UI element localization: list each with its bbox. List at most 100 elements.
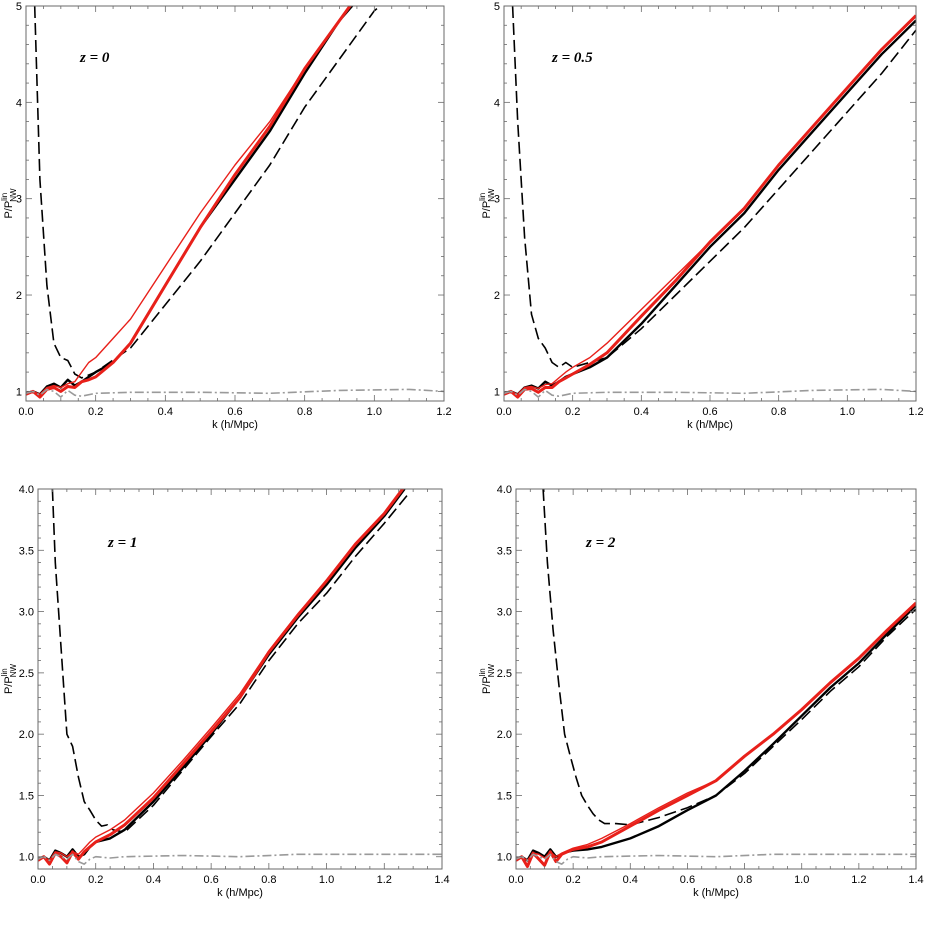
y-tick-label: 1.0 (19, 852, 34, 864)
series-line-dashed-black (51, 489, 409, 834)
series-line-thin-red (504, 15, 916, 395)
x-tick-label: 0.2 (88, 874, 103, 886)
x-tick-label: 0.4 (146, 874, 161, 886)
x-axis-label: k (h/Mpc) (217, 887, 263, 899)
x-tick-label: 0.4 (634, 406, 649, 418)
y-tick-label: 2 (494, 290, 500, 302)
y-axis-label: P/PlinNW (478, 188, 496, 219)
y-tick-label: 3.0 (19, 607, 34, 619)
x-tick-label: 1.2 (436, 406, 451, 418)
series-group (504, 6, 916, 399)
x-tick-label: 1.2 (851, 874, 866, 886)
y-tick-label: 2.0 (19, 729, 34, 741)
x-tick-label: 0.0 (508, 874, 523, 886)
y-axis-label-sup: lin (0, 193, 9, 201)
series-group (26, 6, 444, 399)
x-tick-label: 1.4 (434, 874, 449, 886)
series-group (38, 489, 442, 866)
y-axis-label-sub: NW (9, 664, 18, 678)
y-axis-label-main: P/P (481, 676, 493, 694)
series-line-solid-black (504, 19, 916, 396)
y-axis-label-main: P/P (3, 201, 15, 219)
panel-label: z = 0 (79, 50, 110, 66)
y-tick-label: 2.5 (497, 668, 512, 680)
y-axis-label: P/PlinNW (0, 188, 18, 219)
x-tick-label: 1.0 (840, 406, 855, 418)
y-tick-label: 3 (16, 194, 22, 206)
series-line-thick-red (38, 489, 405, 866)
x-tick-label: 0.6 (702, 406, 717, 418)
series-line-dashed-black (542, 489, 916, 826)
chart-panel-2: 0.0 0.2 0.4 0.6 0.8 1.0 1.2 1 2 3 4 5 k (h/Mpc) P/Pli… (478, 1, 924, 431)
x-tick-label: 0.0 (18, 406, 33, 418)
y-axis-label-sup: lin (0, 668, 9, 676)
x-tick-label: 0.6 (203, 874, 218, 886)
y-axis-label-main: P/P (3, 676, 15, 694)
y-axis-label-sub: NW (487, 188, 496, 202)
x-tick-label: 0.2 (565, 406, 580, 418)
y-tick-label: 1.0 (497, 852, 512, 864)
series-line-dashdot-gray (38, 853, 442, 865)
series-line-thick-red (26, 6, 352, 399)
chart-panel-3: 0.0 0.2 0.4 0.6 0.8 1.0 1.2 1.4 1.0 1.5 2.0 2.5 3.0 3… (0, 484, 450, 899)
y-tick-label: 3.0 (497, 607, 512, 619)
x-tick-label: 0.8 (771, 406, 786, 418)
x-tick-label: 1.0 (367, 406, 382, 418)
series-line-thin-red (38, 489, 404, 862)
plot-frame (37, 488, 443, 870)
x-tick-label: 1.2 (377, 874, 392, 886)
y-axis-label-main: P/P (481, 201, 493, 219)
y-tick-label: 1 (494, 386, 500, 398)
plot-frame (515, 488, 917, 870)
y-axis-label: P/PlinNW (478, 664, 496, 695)
x-axis-label: k (h/Mpc) (687, 419, 733, 431)
y-tick-label: 2 (16, 290, 22, 302)
x-tick-label: 1.0 (794, 874, 809, 886)
panel-label: z = 0.5 (551, 50, 593, 66)
x-tick-label: 0.8 (261, 874, 276, 886)
x-tick-label: 1.2 (908, 406, 923, 418)
y-tick-label: 1 (16, 386, 22, 398)
panel-label: z = 1 (107, 535, 137, 551)
x-tick-label: 0.2 (565, 874, 580, 886)
series-line-solid-black (38, 489, 406, 862)
y-tick-label: 5 (16, 1, 22, 13)
series-line-solid-black (516, 604, 916, 862)
x-tick-label: 0.4 (623, 874, 638, 886)
series-line-thin-red (516, 602, 916, 862)
x-tick-label: 0.0 (496, 406, 511, 418)
series-line-dashed-black (33, 6, 382, 379)
y-axis-label: P/PlinNW (0, 664, 18, 695)
y-tick-label: 3.5 (19, 545, 34, 557)
y-tick-label: 4.0 (19, 484, 34, 496)
series-line-thick-red (504, 14, 916, 399)
series-line-solid-black (26, 6, 354, 396)
series-line-dashed-black (511, 6, 916, 369)
series-line-dashdot-gray (516, 853, 916, 865)
y-tick-label: 1.5 (497, 790, 512, 802)
x-tick-label: 1.4 (908, 874, 923, 886)
y-axis-label-sub: NW (9, 188, 18, 202)
y-tick-label: 4 (16, 97, 22, 109)
y-tick-label: 2.5 (19, 668, 34, 680)
y-tick-label: 5 (494, 1, 500, 13)
y-axis-label-sub: NW (487, 664, 496, 678)
series-line-thin-red (26, 6, 351, 395)
series-line-dashdot-gray (504, 388, 916, 398)
panel-label: z = 2 (585, 535, 616, 551)
x-axis-label: k (h/Mpc) (212, 419, 258, 431)
x-tick-label: 0.6 (227, 406, 242, 418)
x-tick-label: 0.0 (30, 874, 45, 886)
y-tick-label: 2.0 (497, 729, 512, 741)
x-tick-label: 0.8 (297, 406, 312, 418)
y-tick-label: 3 (494, 194, 500, 206)
chart-panel-1: 0.0 0.2 0.4 0.6 0.8 1.0 1.2 1 2 3 4 5 k (h/Mpc) P/Pli… (0, 1, 452, 431)
x-axis-label: k (h/Mpc) (693, 887, 739, 899)
chart-panel-4: 0.0 0.2 0.4 0.6 0.8 1.0 1.2 1.4 1.0 1.5 2.0 2.5 3.0 3… (478, 484, 924, 899)
x-tick-label: 1.0 (319, 874, 334, 886)
y-tick-label: 3.5 (497, 545, 512, 557)
series-line-thick-red (516, 601, 916, 868)
x-tick-label: 0.6 (680, 874, 695, 886)
